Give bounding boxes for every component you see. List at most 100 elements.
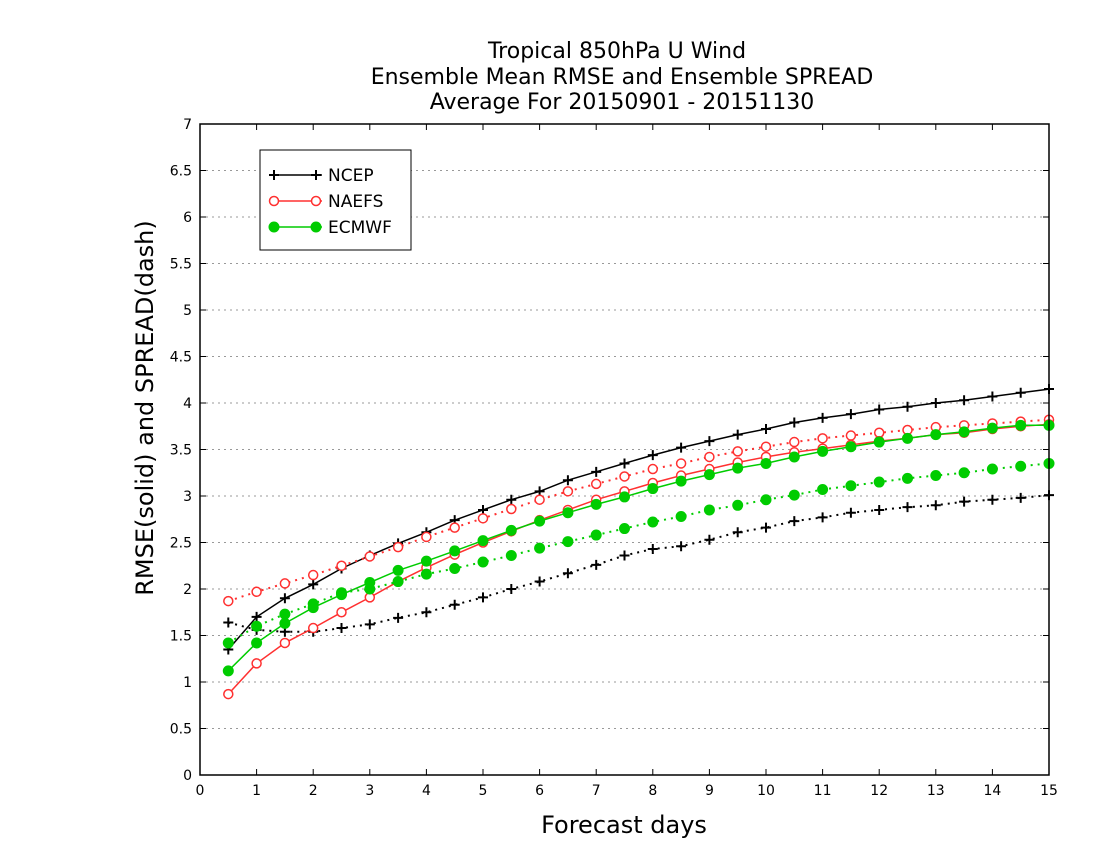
- y-tick-label: 5.5: [170, 257, 192, 273]
- ecmwf-spread-marker: [986, 463, 998, 475]
- y-axis-label: RMSE(solid) and SPREAD(dash): [131, 220, 159, 596]
- ecmwf-spread-marker: [930, 470, 942, 482]
- ecmwf-rmse-marker: [279, 617, 291, 629]
- ncep-rmse-marker: [647, 450, 658, 461]
- ecmwf-spread-marker: [788, 489, 800, 501]
- ncep-spread-marker: [845, 507, 856, 518]
- ncep-spread-marker: [619, 550, 630, 561]
- ecmwf-rmse-marker: [873, 436, 885, 448]
- ncep-spread-marker: [676, 541, 687, 552]
- legend-item-ncep: NCEP: [269, 166, 374, 186]
- ncep-spread-marker: [336, 623, 347, 634]
- ecmwf-spread-marker: [703, 504, 715, 516]
- naefs-rmse-marker: [307, 622, 319, 634]
- ecmwf-spread-marker: [647, 516, 659, 528]
- legend-label-naefs: NAEFS: [328, 192, 383, 212]
- naefs-rmse-marker: [223, 688, 234, 700]
- x-tick-label: 6: [535, 783, 544, 799]
- ecmwf-spread-marker: [619, 523, 630, 535]
- naefs-spread-marker: [619, 471, 630, 482]
- x-axis-label: Forecast days: [541, 811, 707, 839]
- ecmwf-rmse-marker: [477, 535, 489, 547]
- y-tick-label: 2.5: [170, 536, 192, 552]
- ncep-spread-marker: [478, 592, 488, 603]
- ecmwf-spread-marker: [392, 576, 404, 588]
- naefs-spread-series: [223, 414, 1055, 607]
- ncep-spread-marker: [393, 612, 404, 623]
- naefs-spread-marker: [732, 446, 743, 457]
- ncep-spread-line: [228, 494, 1050, 633]
- legend-item-naefs: NAEFS: [268, 192, 383, 212]
- ncep-spread-marker: [223, 617, 234, 628]
- ecmwf-rmse-marker: [675, 475, 687, 487]
- ncep-rmse-marker: [562, 475, 573, 486]
- ncep-spread-marker: [789, 516, 800, 527]
- naefs-spread-marker: [817, 433, 828, 444]
- y-tick-label: 3: [183, 489, 192, 505]
- legend-naefs-marker: [268, 195, 280, 207]
- legend-ecmwf-marker: [268, 221, 280, 233]
- naefs-rmse-line: [227, 423, 1050, 695]
- plot-frame: [199, 123, 1050, 776]
- ncep-spread-marker: [902, 502, 913, 513]
- ecmwf-rmse-marker: [562, 507, 574, 519]
- ncep-rmse-marker: [959, 395, 970, 406]
- naefs-spread-marker: [789, 436, 800, 448]
- ecmwf-rmse-marker: [817, 445, 829, 457]
- ecmwf-rmse-marker: [307, 602, 319, 614]
- y-tick-label: 6.5: [170, 164, 192, 180]
- naefs-rmse-marker: [336, 607, 347, 618]
- ecmwf-spread-marker: [675, 510, 687, 522]
- y-tick-label: 0: [183, 768, 192, 784]
- x-tick-label: 5: [479, 783, 488, 799]
- y-tick-label: 6: [183, 210, 192, 226]
- ncep-rmse-marker: [1015, 387, 1026, 398]
- ncep-rmse-marker: [732, 429, 743, 440]
- axes: 00.511.522.533.544.555.566.570 1 2 3 4 5 6 7 8 9 1…: [170, 117, 1058, 799]
- naefs-rmse-marker: [251, 658, 262, 669]
- x-tick-label: 10: [757, 783, 775, 799]
- x-tick-label: 7: [592, 783, 601, 799]
- ecmwf-rmse-marker: [845, 441, 857, 453]
- ncep-spread-marker: [959, 496, 970, 507]
- ncep-rmse-series: [223, 384, 1054, 655]
- naefs-spread-marker: [675, 458, 687, 469]
- ecmwf-rmse-marker: [619, 491, 630, 503]
- ncep-rmse-marker: [591, 466, 602, 477]
- y-tick-label: 3.5: [170, 443, 192, 459]
- ecmwf-rmse-marker: [251, 637, 263, 649]
- ecmwf-rmse-marker: [590, 498, 602, 510]
- ecmwf-rmse-marker: [703, 469, 715, 481]
- y-tick-label: 4.5: [170, 350, 192, 366]
- y-tick-label: 2: [183, 582, 192, 598]
- ecmwf-spread-marker: [477, 556, 489, 568]
- naefs-spread-line: [227, 418, 1050, 603]
- ecmwf-rmse-marker: [505, 524, 517, 536]
- ecmwf-rmse-marker: [647, 483, 659, 495]
- x-tick-label: 9: [705, 783, 714, 799]
- ecmwf-spread-marker: [534, 542, 546, 554]
- ecmwf-rmse-series: [222, 419, 1055, 677]
- ecmwf-spread-marker: [505, 550, 517, 562]
- x-tick-label: 8: [648, 783, 657, 799]
- ncep-spread-marker: [1015, 492, 1026, 503]
- ncep-spread-marker: [534, 576, 545, 587]
- title-line-3: Average For 20150901 - 20151130: [430, 90, 815, 115]
- ncep-rmse-marker: [506, 494, 517, 505]
- x-tick-label: 12: [870, 783, 888, 799]
- ecmwf-rmse-marker: [788, 451, 800, 463]
- ncep-rmse-marker: [704, 436, 715, 447]
- ncep-spread-marker: [761, 522, 771, 533]
- ecmwf-spread-marker: [902, 472, 913, 484]
- ncep-spread-marker: [987, 494, 998, 505]
- ecmwf-spread-marker: [279, 608, 291, 620]
- naefs-spread-marker: [477, 513, 489, 524]
- naefs-spread-marker: [307, 569, 319, 581]
- ecmwf-rmse-line: [227, 424, 1049, 672]
- y-tick-label: 1.5: [170, 629, 192, 645]
- ncep-rmse-marker: [619, 458, 630, 469]
- ncep-rmse-marker: [789, 417, 800, 428]
- ecmwf-rmse-marker: [449, 545, 461, 557]
- naefs-spread-marker: [534, 494, 545, 505]
